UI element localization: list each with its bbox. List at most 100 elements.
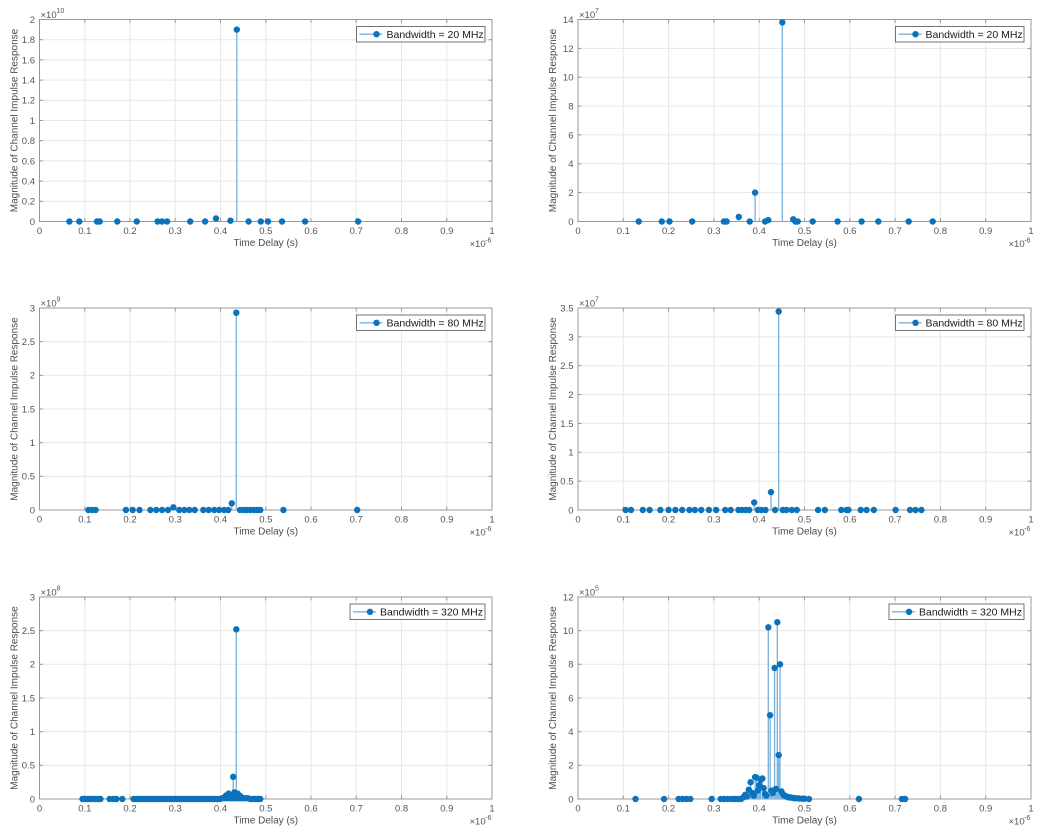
svg-text:0.3: 0.3 <box>707 514 720 525</box>
svg-text:0: 0 <box>30 505 35 516</box>
svg-text:×10: ×10 <box>579 10 595 21</box>
svg-text:×10: ×10 <box>470 817 486 828</box>
svg-text:×10: ×10 <box>579 588 595 599</box>
svg-text:Magnitude of Channel Impulse R: Magnitude of Channel Impulse Response <box>10 28 21 212</box>
svg-text:3: 3 <box>30 303 35 314</box>
svg-text:0.9: 0.9 <box>979 803 992 814</box>
svg-text:0.7: 0.7 <box>888 514 901 525</box>
svg-text:0.1: 0.1 <box>78 514 91 525</box>
svg-text:12: 12 <box>563 592 574 603</box>
svg-text:1: 1 <box>489 514 494 525</box>
svg-text:0.2: 0.2 <box>123 803 136 814</box>
svg-text:6: 6 <box>568 693 573 704</box>
svg-text:-6: -6 <box>1024 526 1030 533</box>
svg-text:×10: ×10 <box>41 588 57 599</box>
svg-text:1: 1 <box>1028 803 1033 814</box>
svg-text:0.6: 0.6 <box>22 156 35 167</box>
svg-text:0.9: 0.9 <box>979 226 992 237</box>
svg-text:Time Delay (s): Time Delay (s) <box>233 238 298 249</box>
svg-text:-6: -6 <box>1024 238 1030 245</box>
svg-text:0.5: 0.5 <box>798 514 811 525</box>
svg-text:9: 9 <box>57 297 61 304</box>
svg-text:Magnitude of Channel Impulse R: Magnitude of Channel Impulse Response <box>548 28 559 212</box>
svg-text:10: 10 <box>57 8 65 15</box>
svg-text:3: 3 <box>568 332 573 343</box>
svg-text:Bandwidth = 320 MHz: Bandwidth = 320 MHz <box>919 607 1022 619</box>
svg-text:0.3: 0.3 <box>707 226 720 237</box>
svg-text:0.2: 0.2 <box>662 514 675 525</box>
svg-text:0.3: 0.3 <box>169 226 182 237</box>
svg-text:-6: -6 <box>485 815 491 822</box>
svg-text:14: 14 <box>563 15 574 26</box>
svg-text:0.1: 0.1 <box>617 226 630 237</box>
svg-text:1: 1 <box>489 226 494 237</box>
svg-text:5: 5 <box>595 586 599 593</box>
svg-text:0.4: 0.4 <box>214 514 227 525</box>
svg-text:Time Delay (s): Time Delay (s) <box>772 238 837 249</box>
svg-text:0.3: 0.3 <box>707 803 720 814</box>
svg-text:7: 7 <box>595 297 599 304</box>
svg-text:1: 1 <box>489 803 494 814</box>
svg-text:-6: -6 <box>485 526 491 533</box>
svg-text:8: 8 <box>57 586 61 593</box>
svg-text:0.9: 0.9 <box>440 803 453 814</box>
svg-text:0.8: 0.8 <box>395 514 408 525</box>
svg-text:Magnitude of Channel Impulse R: Magnitude of Channel Impulse Response <box>548 317 559 501</box>
svg-text:1: 1 <box>30 438 35 449</box>
svg-text:0.4: 0.4 <box>214 226 227 237</box>
svg-text:8: 8 <box>568 660 573 671</box>
svg-text:1.5: 1.5 <box>22 693 35 704</box>
svg-text:0.9: 0.9 <box>440 514 453 525</box>
svg-text:2: 2 <box>30 660 35 671</box>
svg-text:×10: ×10 <box>1009 817 1025 828</box>
svg-text:1.8: 1.8 <box>22 35 35 46</box>
svg-text:0: 0 <box>575 803 580 814</box>
svg-text:×10: ×10 <box>1009 239 1025 250</box>
svg-text:-6: -6 <box>485 238 491 245</box>
svg-text:0.4: 0.4 <box>753 514 766 525</box>
svg-text:0.8: 0.8 <box>934 226 947 237</box>
svg-text:0.4: 0.4 <box>753 226 766 237</box>
svg-text:1.6: 1.6 <box>22 55 35 66</box>
svg-text:1.5: 1.5 <box>22 404 35 415</box>
svg-text:2: 2 <box>568 390 573 401</box>
svg-text:0.7: 0.7 <box>350 226 363 237</box>
svg-text:Time Delay (s): Time Delay (s) <box>772 527 837 538</box>
svg-text:2: 2 <box>568 188 573 199</box>
svg-text:1: 1 <box>568 448 573 459</box>
svg-text:0.8: 0.8 <box>22 136 35 147</box>
svg-text:6: 6 <box>568 130 573 141</box>
svg-text:0.8: 0.8 <box>395 803 408 814</box>
svg-text:0.5: 0.5 <box>259 226 272 237</box>
svg-text:0.4: 0.4 <box>214 803 227 814</box>
svg-text:Bandwidth = 20 MHz: Bandwidth = 20 MHz <box>926 29 1023 41</box>
svg-text:0.7: 0.7 <box>350 514 363 525</box>
svg-text:0.1: 0.1 <box>617 514 630 525</box>
svg-text:0: 0 <box>30 794 35 805</box>
svg-text:0.6: 0.6 <box>843 226 856 237</box>
svg-text:0.5: 0.5 <box>22 761 35 772</box>
svg-text:Time Delay (s): Time Delay (s) <box>233 816 298 827</box>
svg-text:2.5: 2.5 <box>560 361 573 372</box>
svg-text:0.3: 0.3 <box>169 803 182 814</box>
svg-text:0: 0 <box>37 226 42 237</box>
svg-text:4: 4 <box>568 727 573 738</box>
svg-text:0.5: 0.5 <box>798 226 811 237</box>
svg-text:0.8: 0.8 <box>934 514 947 525</box>
svg-text:12: 12 <box>563 44 574 55</box>
svg-text:×10: ×10 <box>470 528 486 539</box>
svg-text:0: 0 <box>568 505 573 516</box>
svg-text:-6: -6 <box>1024 815 1030 822</box>
svg-text:3.5: 3.5 <box>560 303 573 314</box>
svg-text:0.8: 0.8 <box>395 226 408 237</box>
svg-text:Bandwidth = 20 MHz: Bandwidth = 20 MHz <box>387 29 484 41</box>
svg-text:0.1: 0.1 <box>617 803 630 814</box>
svg-text:0.9: 0.9 <box>440 226 453 237</box>
svg-text:7: 7 <box>595 8 599 15</box>
svg-text:×10: ×10 <box>1009 528 1025 539</box>
svg-text:×10: ×10 <box>579 299 595 310</box>
svg-text:0.5: 0.5 <box>259 514 272 525</box>
svg-text:2.5: 2.5 <box>22 337 35 348</box>
svg-text:1: 1 <box>30 727 35 738</box>
svg-text:0.5: 0.5 <box>22 472 35 483</box>
